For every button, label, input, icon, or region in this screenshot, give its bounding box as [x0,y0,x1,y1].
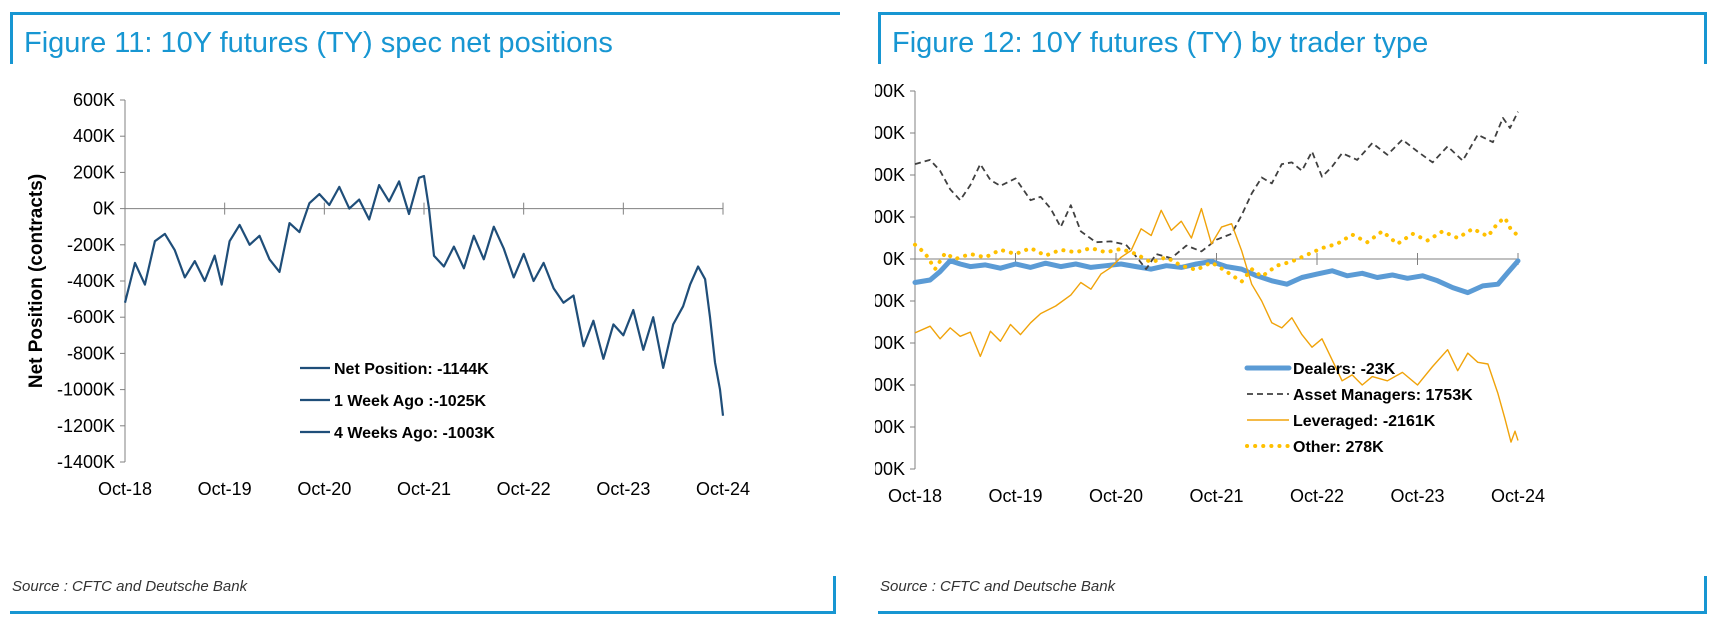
y-tick-label: 0K [883,249,905,269]
y-tick-label: 200K [73,162,115,182]
y-tick-label: 400K [73,126,115,146]
figure-12-right-rule-bottom [1704,576,1707,614]
figure-12-chart: 2000K 1500K 1000K 500K 0K -500K -1000K -1500K -2… [875,81,1545,506]
y-tick-label: 600K [73,90,115,110]
y-tick-label: -200K [67,235,115,255]
legend-label: Other: 278K [1293,439,1384,456]
x-tick-label: Oct-21 [397,479,451,499]
figure-11-source: Source : CFTC and Deutsche Bank [12,578,248,595]
y-tick-label: -600K [67,307,115,327]
y-tick-label: -2000K [875,417,905,437]
series-line-dealers [912,258,1521,296]
y-tick-label: -1000K [57,380,115,400]
figure-12-left-rule [878,12,881,64]
figure-11-right-rule [833,576,836,614]
y-tick-label: -1200K [57,416,115,436]
figure-11-bottom-rule [10,611,836,614]
figure-12-bottom-rule [878,611,1706,614]
figure-12-title: Figure 12: 10Y futures (TY) by trader ty… [892,27,1429,59]
y-tick-label: 1000K [875,165,905,185]
figure-11-top-rule [10,12,840,15]
figure-11-title: Figure 11: 10Y futures (TY) spec net pos… [24,27,613,59]
y-tick-label: -400K [67,271,115,291]
x-tick-label: Oct-23 [1390,486,1444,506]
x-tick-label: Oct-20 [1089,486,1143,506]
y-tick-label: -800K [67,343,115,363]
y-tick-label: 2000K [875,81,905,101]
y-tick-label: -1500K [875,375,905,395]
x-tick-label: Oct-20 [297,479,351,499]
y-tick-label: 1500K [875,123,905,143]
figure-11-left-rule [10,12,13,64]
y-tick-label: -1400K [57,452,115,472]
figure-12-right-rule [1704,12,1707,64]
series-line-leveraged [914,207,1519,443]
x-tick-label: Oct-22 [497,479,551,499]
x-tick-label: Oct-19 [988,486,1042,506]
x-tick-label: Oct-19 [198,479,252,499]
legend-label: 4 Weeks Ago: -1003K [334,425,495,442]
y-tick-label: -500K [875,291,905,311]
legend-label: Net Position: -1144K [334,361,489,378]
series-line-net-position [123,174,725,416]
legend-label: Dealers: -23K [1293,361,1396,378]
legend-label: 1 Week Ago :-1025K [334,393,487,410]
y-tick-label: -1000K [875,333,905,353]
x-tick-label: Oct-18 [98,479,152,499]
legend-label: Leveraged: -2161K [1293,413,1436,430]
legend-label: Asset Managers: 1753K [1293,387,1473,404]
y-tick-label: 0K [93,199,115,219]
x-tick-label: Oct-24 [696,479,750,499]
figure-11-chart: 600K 400K 200K 0K -200K -400K -600K -800K -1000K… [26,90,750,499]
figure-12-panel: Figure 12: 10Y futures (TY) by trader ty… [875,0,1711,625]
series-line-asset-managers [914,111,1519,270]
series-line-other [913,215,1520,284]
figure-12-top-rule [878,12,1707,15]
figure-12-source: Source : CFTC and Deutsche Bank [880,578,1116,595]
x-tick-label: Oct-23 [596,479,650,499]
y-axis-label: Net Position (contracts) [26,174,47,388]
x-tick-label: Oct-22 [1290,486,1344,506]
y-tick-label: 500K [875,207,905,227]
x-tick-label: Oct-24 [1491,486,1545,506]
figure-11-panel: Figure 11: 10Y futures (TY) spec net pos… [0,0,840,625]
x-tick-label: Oct-18 [888,486,942,506]
y-tick-label: -2500K [875,459,905,479]
x-tick-label: Oct-21 [1189,486,1243,506]
